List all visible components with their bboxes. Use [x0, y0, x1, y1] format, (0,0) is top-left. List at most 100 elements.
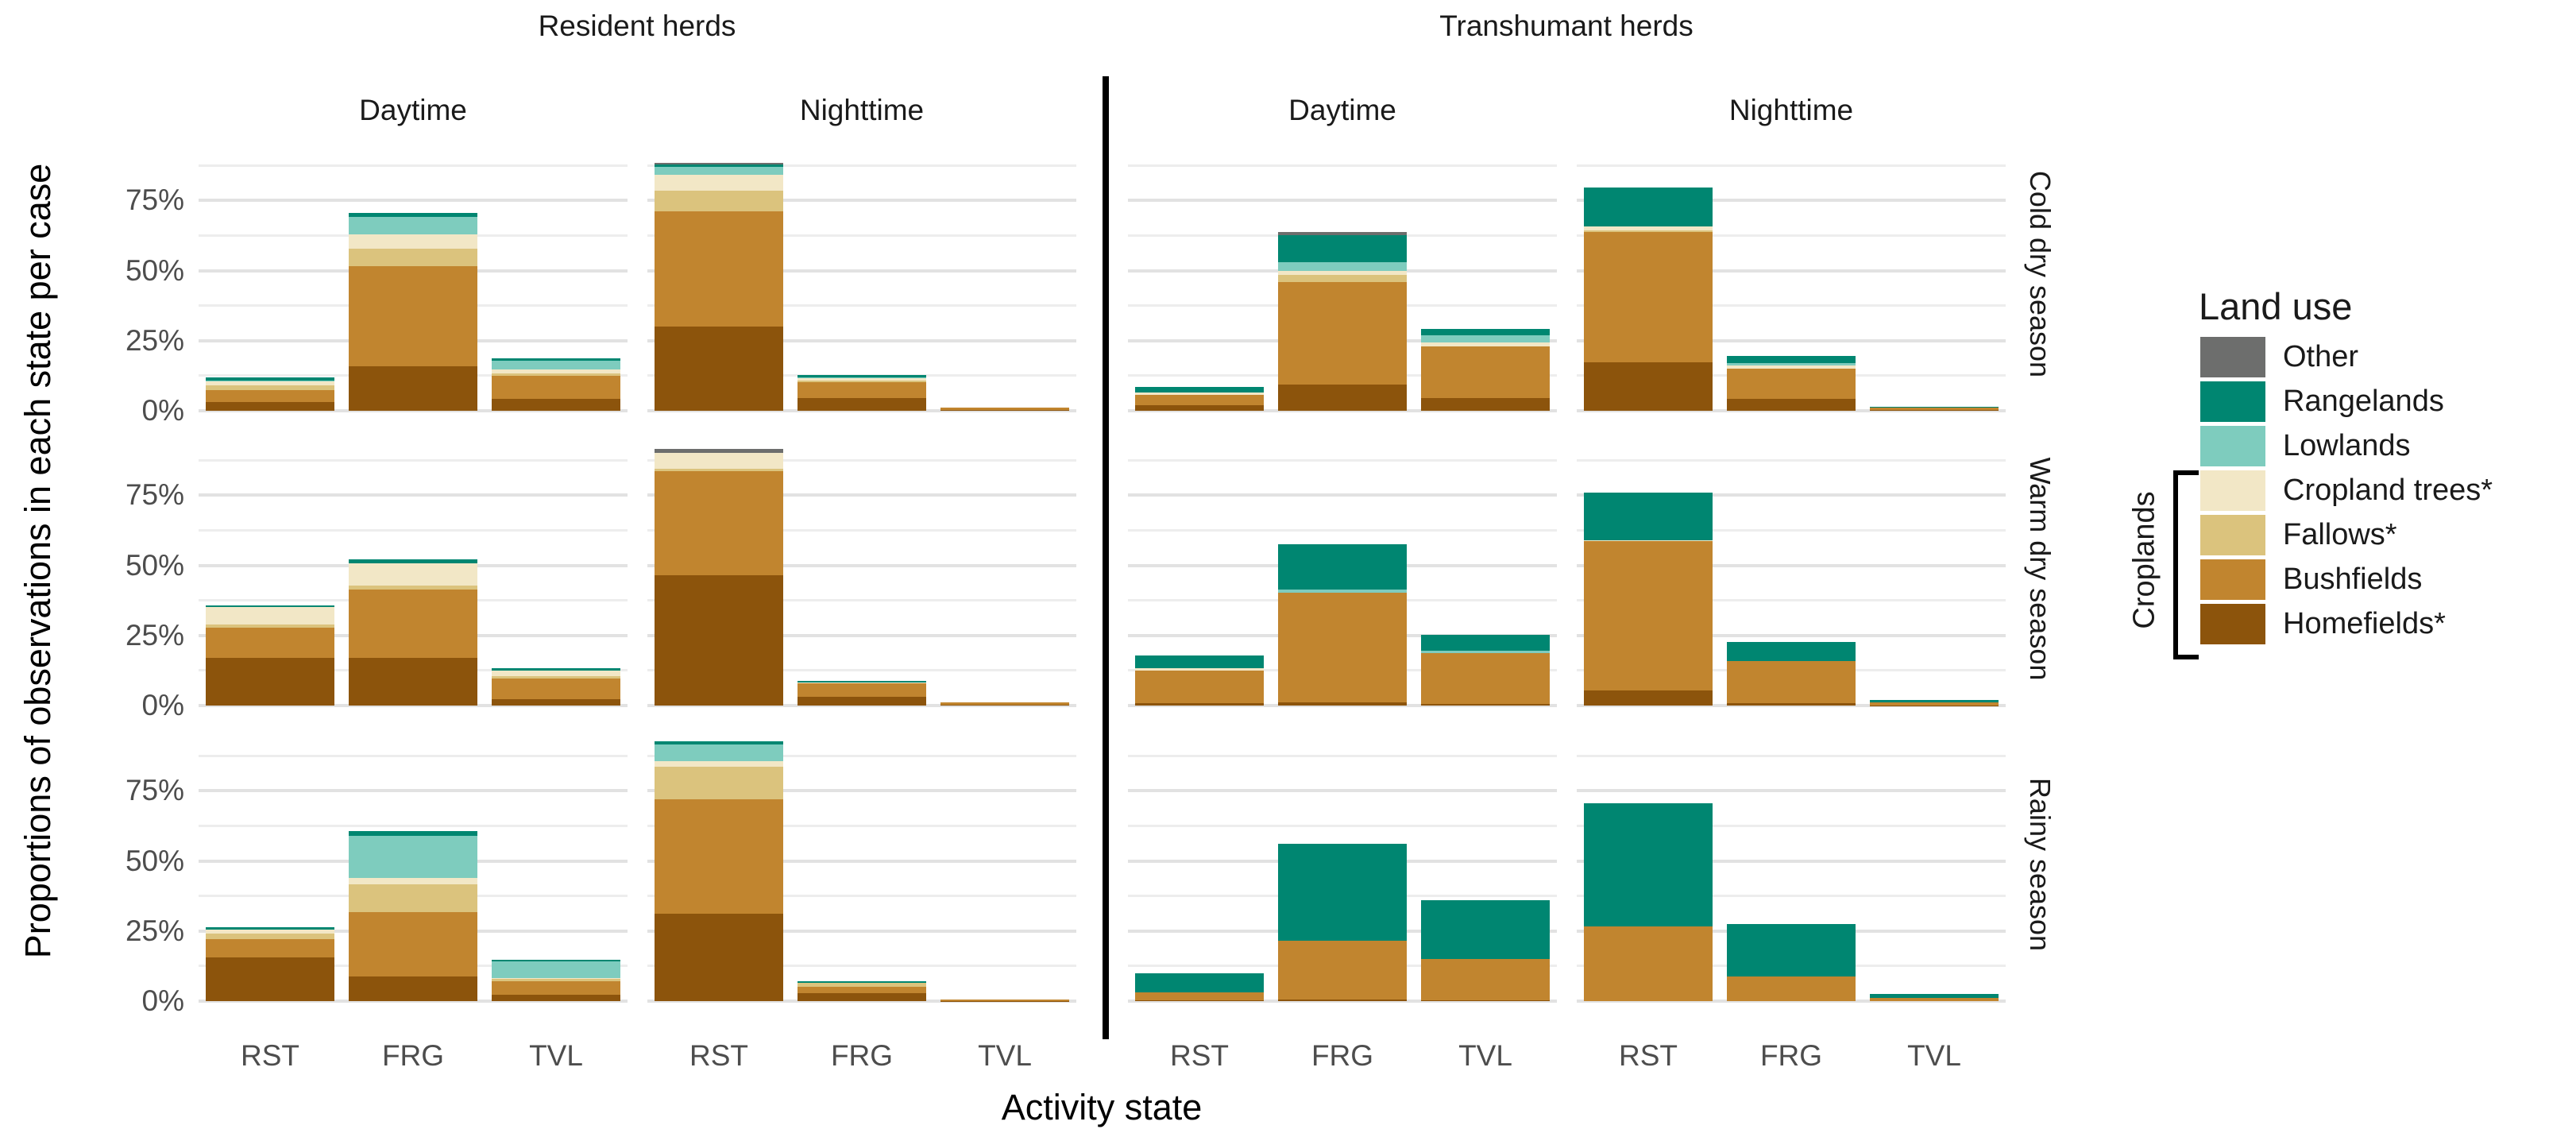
- legend-label-lowlands: Lowlands: [2283, 429, 2411, 462]
- segment-rangelands: [1135, 386, 1264, 392]
- y-tick-label: 50%: [125, 844, 184, 877]
- segment-bushfields: [655, 211, 783, 327]
- gridline-87.5: [1577, 754, 2006, 757]
- segment-homefields: [655, 327, 783, 411]
- segment-homefields: [1278, 702, 1407, 706]
- panel-resident-herds-daytime-cold-dry-season: [199, 137, 628, 412]
- segment-cropland-trees: [206, 930, 334, 934]
- segment-homefields: [492, 398, 620, 411]
- segment-rangelands: [349, 213, 477, 217]
- gridline-50: [647, 269, 1076, 273]
- segment-homefields: [1135, 1000, 1264, 1001]
- segment-fallows: [1278, 275, 1407, 282]
- gridline-0: [1128, 704, 1557, 707]
- bar-rst: [1584, 492, 1713, 706]
- segment-bushfields: [206, 389, 334, 403]
- segment-homefields: [206, 402, 334, 411]
- gridline-37.5: [1577, 895, 2006, 898]
- gridline-0: [1128, 409, 1557, 412]
- segment-cropland-trees: [655, 175, 783, 191]
- gridline-87.5: [199, 458, 628, 462]
- segment-homefields: [798, 993, 926, 1001]
- segment-fallows: [492, 675, 620, 679]
- segment-cropland-trees: [492, 978, 620, 980]
- segment-fallows: [492, 979, 620, 982]
- segment-lowlands: [798, 377, 926, 379]
- segment-bushfields: [1135, 670, 1264, 703]
- legend-label-homefields: Homefields*: [2283, 607, 2446, 640]
- gridline-87.5: [1128, 754, 1557, 757]
- gridline-37.5: [647, 304, 1076, 307]
- panel-resident-herds-daytime-warm-dry-season: [199, 431, 628, 707]
- gridline-75: [199, 199, 628, 203]
- gridline-37.5: [647, 599, 1076, 602]
- segment-fallows: [655, 767, 783, 799]
- gridline-50: [647, 563, 1076, 567]
- legend-swatch-rangelands: [2200, 381, 2265, 422]
- x-tick-label-frg: FRG: [830, 1039, 894, 1072]
- x-tick-label-rst: RST: [241, 1039, 299, 1072]
- facet-col-header-resident-nighttime: Nighttime: [799, 94, 925, 126]
- y-tick-label: 50%: [125, 253, 184, 287]
- bar-rst: [1135, 386, 1264, 411]
- bar-tvl: [1870, 699, 1999, 706]
- legend-swatch-bushfields: [2200, 559, 2265, 600]
- facet-group-header-resident: Resident herds: [538, 10, 736, 42]
- segment-rangelands: [1584, 492, 1713, 540]
- bar-tvl: [940, 702, 1069, 706]
- gridline-62.5: [1577, 234, 2006, 237]
- segment-bushfields: [349, 266, 477, 367]
- bar-tvl: [492, 358, 620, 411]
- segment-rangelands: [1727, 924, 1856, 976]
- segment-fallows: [349, 248, 477, 267]
- panel-transhumant-herds-nighttime-cold-dry-season: [1577, 137, 2006, 412]
- gridline-0: [1577, 409, 2006, 412]
- segment-fallows: [206, 385, 334, 390]
- segment-cropland-trees: [1278, 270, 1407, 276]
- gridline-75: [647, 493, 1076, 497]
- segment-rangelands: [1870, 699, 1999, 702]
- gridline-62.5: [1128, 528, 1557, 532]
- panel-transhumant-herds-nighttime-warm-dry-season: [1577, 431, 2006, 707]
- gridline-62.5: [647, 234, 1076, 237]
- y-tick-label: 0%: [141, 689, 184, 721]
- gridline-75: [1128, 789, 1557, 793]
- panel-resident-herds-nighttime-cold-dry-season: [647, 137, 1076, 412]
- segment-lowlands: [655, 744, 783, 761]
- gridline-25: [1577, 633, 2006, 637]
- segment-bushfields: [206, 939, 334, 957]
- bar-tvl: [492, 668, 620, 706]
- segment-homefields: [349, 976, 477, 1001]
- panel-transhumant-herds-daytime-rainy-season: [1128, 727, 1557, 1003]
- gridline-25: [647, 929, 1076, 933]
- gridline-0: [647, 1000, 1076, 1003]
- segment-rangelands: [1421, 634, 1550, 651]
- y-tick-label: 75%: [125, 184, 184, 217]
- segment-other: [1278, 232, 1407, 235]
- segment-rangelands: [798, 680, 926, 683]
- segment-cropland-trees: [1584, 226, 1713, 230]
- legend-label-rangelands: Rangelands: [2283, 385, 2444, 418]
- gridline-75: [1577, 199, 2006, 203]
- bar-frg: [349, 831, 477, 1001]
- bar-frg: [1727, 641, 1856, 706]
- gridline-75: [1577, 789, 2006, 793]
- bar-frg: [798, 981, 926, 1001]
- bar-tvl: [940, 999, 1069, 1001]
- segment-rangelands: [1584, 803, 1713, 927]
- gridline-0: [1128, 1000, 1557, 1003]
- segment-bushfields: [492, 678, 620, 699]
- facet-col-header-transhumant-nighttime: Nighttime: [1728, 94, 1854, 126]
- gridline-75: [199, 493, 628, 497]
- x-tick-label-rst: RST: [689, 1039, 748, 1072]
- segment-rangelands: [1584, 187, 1713, 227]
- legend-label-bushfields: Bushfields: [2283, 563, 2423, 596]
- gridline-87.5: [1577, 164, 2006, 167]
- gridline-50: [647, 859, 1076, 863]
- gridline-0: [647, 409, 1076, 412]
- segment-rangelands: [1421, 899, 1550, 960]
- segment-bushfields: [798, 683, 926, 698]
- x-tick-label-frg: FRG: [1759, 1039, 1823, 1072]
- bar-frg: [798, 680, 926, 706]
